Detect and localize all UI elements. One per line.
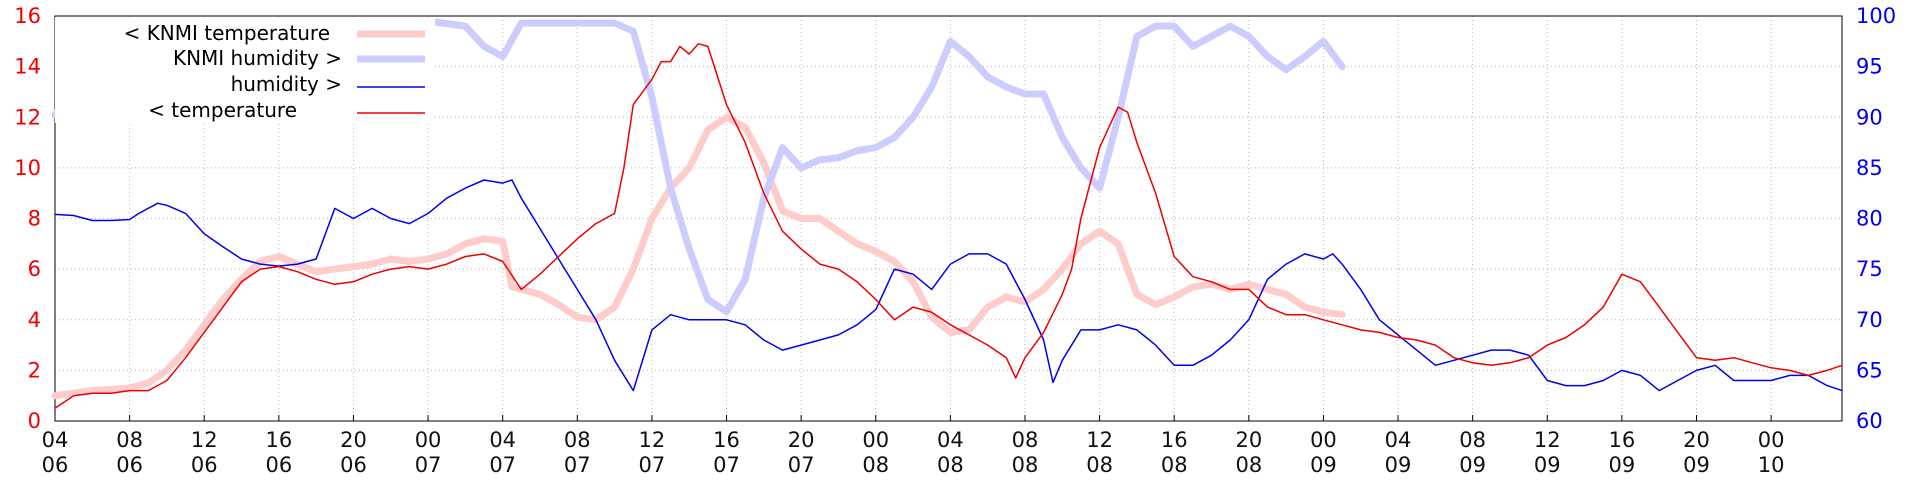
x-tick-hour: 12 xyxy=(639,428,666,452)
x-tick-hour: 00 xyxy=(1310,428,1337,452)
legend-label-humidity: humidity > xyxy=(231,72,342,96)
x-tick-day: 09 xyxy=(1609,453,1636,477)
x-tick-day: 06 xyxy=(340,453,367,477)
left-tick-label: 0 xyxy=(28,409,41,433)
x-tick-day: 09 xyxy=(1683,453,1710,477)
right-tick-label: 70 xyxy=(1856,308,1883,332)
x-tick-hour: 20 xyxy=(1683,428,1710,452)
x-tick-hour: 20 xyxy=(1235,428,1262,452)
x-tick-day: 09 xyxy=(1534,453,1561,477)
x-tick-day: 08 xyxy=(1161,453,1188,477)
left-tick-label: 14 xyxy=(14,55,41,79)
x-tick-day: 08 xyxy=(862,453,889,477)
right-axis: 60 65 70 75 80 85 90 95 100 xyxy=(1856,4,1896,433)
x-tick-hour: 00 xyxy=(1758,428,1785,452)
x-tick-day: 09 xyxy=(1310,453,1337,477)
x-tick-hour: 08 xyxy=(564,428,591,452)
x-tick-day: 07 xyxy=(713,453,740,477)
series-line-2 xyxy=(54,179,1843,392)
x-tick-hour: 16 xyxy=(1161,428,1188,452)
series-line-0 xyxy=(51,113,1346,400)
x-tick-day: 06 xyxy=(265,453,292,477)
legend-label-knmi-humidity: KNMI humidity > xyxy=(173,46,342,70)
x-tick-day: 09 xyxy=(1385,453,1412,477)
left-tick-label: 16 xyxy=(14,4,41,28)
right-tick-label: 75 xyxy=(1856,257,1883,281)
left-tick-label: 10 xyxy=(14,156,41,180)
x-tick-day: 07 xyxy=(788,453,815,477)
legend-label-temperature: < temperature xyxy=(148,98,297,122)
right-tick-label: 95 xyxy=(1856,55,1883,79)
series-line-1 xyxy=(51,17,1346,316)
x-axis: 0406080612061606200600070407080712071607… xyxy=(42,415,1785,477)
left-tick-label: 2 xyxy=(28,358,41,382)
x-tick-hour: 00 xyxy=(415,428,442,452)
x-tick-hour: 20 xyxy=(788,428,815,452)
x-tick-day: 08 xyxy=(937,453,964,477)
x-tick-day: 10 xyxy=(1758,453,1785,477)
x-tick-hour: 20 xyxy=(340,428,367,452)
right-tick-label: 80 xyxy=(1856,207,1883,231)
x-tick-hour: 04 xyxy=(1385,428,1412,452)
right-tick-label: 60 xyxy=(1856,409,1883,433)
x-tick-hour: 00 xyxy=(862,428,889,452)
x-tick-day: 07 xyxy=(564,453,591,477)
legend: < KNMI temperature KNMI humidity > humid… xyxy=(55,17,435,123)
left-tick-label: 12 xyxy=(14,105,41,129)
left-tick-label: 8 xyxy=(28,207,41,231)
x-tick-day: 08 xyxy=(1235,453,1262,477)
x-tick-hour: 04 xyxy=(42,428,69,452)
x-tick-day: 07 xyxy=(489,453,516,477)
x-tick-day: 06 xyxy=(191,453,218,477)
x-tick-hour: 16 xyxy=(713,428,740,452)
x-tick-day: 08 xyxy=(1012,453,1039,477)
x-tick-hour: 12 xyxy=(1086,428,1113,452)
x-tick-day: 09 xyxy=(1459,453,1486,477)
left-tick-label: 6 xyxy=(28,257,41,281)
left-tick-label: 4 xyxy=(28,308,41,332)
x-tick-hour: 12 xyxy=(1534,428,1561,452)
x-tick-day: 06 xyxy=(42,453,69,477)
x-tick-hour: 16 xyxy=(265,428,292,452)
x-tick-hour: 16 xyxy=(1609,428,1636,452)
right-tick-label: 100 xyxy=(1856,4,1896,28)
x-tick-hour: 04 xyxy=(489,428,516,452)
right-tick-label: 65 xyxy=(1856,358,1883,382)
x-tick-hour: 04 xyxy=(937,428,964,452)
right-tick-label: 90 xyxy=(1856,105,1883,129)
x-tick-day: 07 xyxy=(415,453,442,477)
x-tick-day: 08 xyxy=(1086,453,1113,477)
x-tick-day: 06 xyxy=(116,453,143,477)
legend-label-knmi-temperature: < KNMI temperature xyxy=(124,21,330,45)
x-tick-hour: 08 xyxy=(1459,428,1486,452)
series-line-3 xyxy=(54,43,1843,410)
x-tick-hour: 08 xyxy=(116,428,143,452)
series-layer xyxy=(51,17,1843,410)
x-tick-day: 07 xyxy=(639,453,666,477)
plot-frame xyxy=(54,15,1843,422)
x-tick-hour: 08 xyxy=(1012,428,1039,452)
x-tick-hour: 12 xyxy=(191,428,218,452)
left-axis: 0 2 4 6 8 10 12 14 16 xyxy=(14,4,41,433)
right-tick-label: 85 xyxy=(1856,156,1883,180)
